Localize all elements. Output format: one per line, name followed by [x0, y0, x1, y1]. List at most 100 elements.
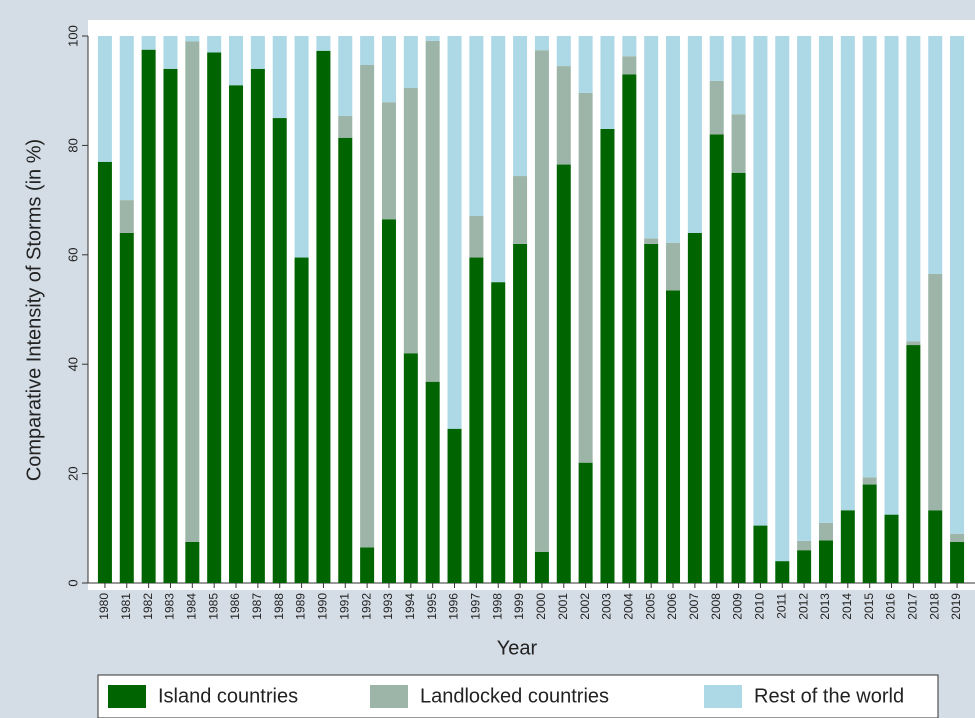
x-tick-label: 1993 — [381, 593, 395, 620]
bar-segment — [360, 64, 375, 548]
x-tick-label: 1999 — [512, 593, 526, 620]
x-tick-label: 1996 — [447, 593, 461, 620]
bar-segment — [950, 36, 965, 534]
x-tick-label: 2017 — [906, 593, 920, 620]
bar-segment — [381, 102, 396, 220]
x-tick-label: 1994 — [403, 593, 417, 620]
bar-segment — [272, 118, 287, 584]
bar-segment — [185, 541, 200, 583]
y-axis-title: Comparative Intensity of Storms (in %) — [23, 139, 45, 481]
x-tick-label: 1987 — [250, 593, 264, 620]
legend — [97, 674, 939, 718]
bar-segment — [229, 85, 244, 583]
x-tick-label: 2008 — [709, 593, 723, 620]
bar-segment — [753, 36, 768, 526]
bar-segment — [207, 36, 222, 53]
bar-segment — [578, 36, 593, 93]
bar-segment — [775, 561, 790, 583]
bar-segment — [141, 36, 156, 50]
bar-segment — [469, 36, 484, 216]
bar-segment — [513, 176, 528, 244]
bar-segment — [534, 551, 549, 583]
bar-segment — [425, 40, 440, 382]
bar-segment — [906, 345, 921, 583]
x-tick-label: 2001 — [556, 593, 570, 620]
legend-swatch — [704, 685, 742, 708]
x-tick-label: 1997 — [469, 593, 483, 620]
x-tick-label: 2011 — [774, 593, 788, 619]
bar-segment — [381, 219, 396, 583]
bar-segment — [928, 273, 943, 511]
bar-segment — [687, 232, 702, 584]
bar-segment — [797, 36, 812, 541]
bar-segment — [491, 36, 506, 283]
bar-segment — [534, 50, 549, 552]
bar-segment — [797, 550, 812, 583]
bar-segment — [360, 547, 375, 583]
bar-segment — [119, 36, 134, 201]
bar-segment — [600, 36, 615, 129]
bar-segment — [250, 36, 265, 69]
x-tick-label: 1984 — [184, 593, 198, 620]
bar-segment — [163, 68, 178, 583]
bar-segment — [775, 36, 790, 562]
bar-segment — [906, 36, 921, 342]
bar-segment — [622, 36, 637, 57]
bar-segment — [250, 68, 265, 583]
bar-segment — [644, 36, 659, 239]
bar-segment — [338, 115, 353, 138]
y-tick-label: 60 — [65, 248, 80, 262]
bar-segment — [403, 87, 418, 354]
bar-segment — [185, 36, 200, 42]
bar-segment — [185, 41, 200, 542]
bar-segment — [666, 242, 681, 291]
bar-segment — [119, 200, 134, 233]
bar-segment — [316, 36, 331, 51]
x-tick-label: 1986 — [228, 593, 242, 620]
bar-segment — [119, 232, 134, 584]
x-tick-label: 1998 — [490, 593, 504, 620]
bar-segment — [294, 36, 309, 258]
bar-segment — [556, 36, 571, 67]
bar-segment — [928, 36, 943, 274]
x-tick-label: 2015 — [862, 593, 876, 620]
x-tick-label: 1988 — [272, 593, 286, 620]
bar-segment — [425, 381, 440, 583]
bar-segment — [534, 36, 549, 51]
bar-segment — [862, 477, 877, 485]
x-tick-label: 1980 — [97, 593, 111, 620]
bar-segment — [316, 50, 331, 584]
bar-segment — [818, 522, 833, 541]
bar-segment — [338, 36, 353, 116]
bar-segment — [622, 74, 637, 583]
bar-segment — [469, 257, 484, 583]
x-tick-label: 2004 — [621, 593, 635, 620]
x-tick-label: 1991 — [337, 593, 351, 620]
bar-segment — [229, 36, 244, 86]
bar-segment — [513, 243, 528, 584]
bar-segment — [141, 49, 156, 584]
bar-segment — [862, 484, 877, 583]
bar-segment — [556, 164, 571, 584]
bar-segment — [818, 36, 833, 523]
bar-segment — [818, 540, 833, 583]
x-tick-label: 2007 — [687, 593, 701, 620]
bar-segment — [97, 36, 112, 162]
x-tick-label: 1989 — [294, 593, 308, 620]
bar-segment — [862, 36, 877, 478]
bar-segment — [513, 36, 528, 177]
y-tick-label: 100 — [65, 25, 80, 47]
x-tick-label: 1981 — [119, 593, 133, 620]
bar-segment — [644, 238, 659, 244]
bar-segment — [360, 36, 375, 65]
bar-segment — [163, 36, 178, 69]
bar-segment — [622, 56, 637, 75]
bar-segment — [709, 36, 724, 81]
bar-segment — [884, 514, 899, 583]
bar-segment — [884, 36, 899, 515]
bar-segment — [687, 36, 702, 233]
legend-label: Rest of the world — [754, 685, 904, 707]
legend-label: Landlocked countries — [420, 685, 609, 707]
bar-segment — [731, 36, 746, 115]
